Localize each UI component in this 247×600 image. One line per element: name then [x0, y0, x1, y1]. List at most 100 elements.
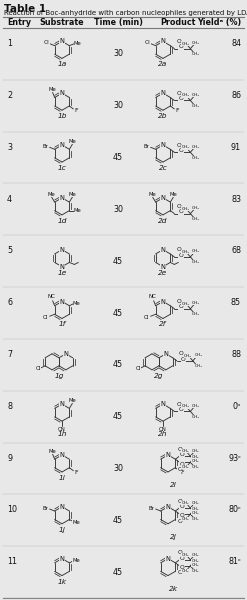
Text: CH₃: CH₃	[192, 511, 199, 515]
Text: NC: NC	[48, 294, 56, 299]
Text: 1h: 1h	[57, 431, 67, 437]
Text: 1d: 1d	[57, 218, 67, 224]
Text: N: N	[60, 38, 64, 44]
Text: Me: Me	[169, 191, 177, 197]
Text: 3: 3	[7, 143, 12, 152]
Text: 84: 84	[231, 39, 241, 48]
Text: 1b: 1b	[57, 113, 67, 119]
Text: Reaction of Boc-anhydride with carbon nucleophiles generated by LDA via Scheme 1: Reaction of Boc-anhydride with carbon nu…	[4, 10, 247, 16]
Text: 2i: 2i	[170, 482, 176, 488]
Text: O: O	[179, 407, 183, 412]
Text: CH₃: CH₃	[192, 93, 200, 97]
Text: Table 1: Table 1	[4, 4, 46, 14]
Text: N: N	[165, 556, 170, 562]
Text: CH₃: CH₃	[182, 517, 189, 521]
Text: 30: 30	[113, 464, 123, 473]
Text: 45: 45	[113, 568, 123, 577]
Text: F: F	[175, 108, 179, 113]
Text: Cl: Cl	[36, 367, 41, 371]
Text: Me: Me	[149, 191, 157, 197]
Text: CH₃: CH₃	[182, 449, 189, 453]
Text: O: O	[180, 504, 184, 509]
Text: 5: 5	[7, 247, 12, 256]
Text: Br: Br	[149, 506, 155, 511]
Text: 9: 9	[7, 454, 12, 463]
Text: O: O	[176, 299, 181, 304]
Text: 6: 6	[7, 298, 12, 307]
Text: O: O	[180, 565, 184, 570]
Text: CH₃: CH₃	[192, 206, 200, 210]
Text: O: O	[180, 556, 184, 560]
Text: N: N	[161, 142, 165, 148]
Text: N: N	[60, 142, 64, 148]
Text: CH₃: CH₃	[192, 501, 199, 505]
Text: Me: Me	[72, 559, 80, 563]
Text: CH₃: CH₃	[194, 364, 202, 368]
Text: CH₃: CH₃	[192, 260, 200, 265]
Text: 2a: 2a	[158, 61, 168, 67]
Text: 2h: 2h	[158, 431, 168, 437]
Text: CN: CN	[58, 427, 66, 432]
Text: 83: 83	[231, 194, 241, 203]
Text: O: O	[181, 356, 186, 362]
Text: Br: Br	[144, 144, 150, 149]
Text: N: N	[161, 298, 165, 304]
Text: Me: Me	[73, 301, 81, 306]
Text: O: O	[179, 44, 183, 49]
Text: N: N	[63, 351, 68, 357]
Text: Me: Me	[68, 398, 76, 403]
Text: CH₃: CH₃	[192, 553, 199, 557]
Text: Me: Me	[68, 191, 76, 197]
Text: CH₃: CH₃	[181, 250, 189, 254]
Text: 80ᶜ: 80ᶜ	[228, 505, 241, 514]
Text: N: N	[60, 90, 64, 96]
Text: Substrate: Substrate	[40, 18, 84, 27]
Text: N: N	[60, 298, 64, 304]
Text: CH₃: CH₃	[181, 94, 189, 97]
Text: CH₃: CH₃	[181, 404, 189, 409]
Text: CH₃: CH₃	[192, 563, 199, 567]
Text: O: O	[180, 461, 184, 467]
Text: 2e: 2e	[158, 269, 168, 275]
Text: N: N	[165, 504, 170, 510]
Text: CH₃: CH₃	[192, 404, 200, 408]
Text: F: F	[75, 470, 78, 475]
Text: N: N	[161, 263, 165, 269]
Text: CN: CN	[159, 427, 167, 432]
Text: 45: 45	[113, 412, 123, 421]
Text: N: N	[161, 401, 165, 407]
Text: O: O	[176, 204, 181, 209]
Text: 2g: 2g	[154, 373, 164, 379]
Text: 81ᶜ: 81ᶜ	[228, 557, 241, 566]
Text: CH₃: CH₃	[184, 354, 192, 358]
Text: 86: 86	[231, 91, 241, 100]
Text: 1: 1	[7, 39, 12, 48]
Text: CH₃: CH₃	[192, 52, 200, 56]
Text: Product: Product	[160, 18, 196, 27]
Text: 30: 30	[113, 205, 123, 214]
Text: 2b: 2b	[158, 113, 168, 119]
Text: Me: Me	[74, 208, 82, 213]
Text: CH₃: CH₃	[192, 104, 200, 108]
Text: CH₃: CH₃	[194, 353, 202, 358]
Text: 45: 45	[113, 361, 123, 370]
Text: 2f: 2f	[159, 322, 167, 328]
Text: 1f: 1f	[58, 322, 66, 328]
Text: CH₃: CH₃	[192, 156, 200, 160]
Text: O: O	[179, 352, 184, 356]
Text: Me: Me	[49, 449, 57, 454]
Text: CH₃: CH₃	[192, 559, 199, 563]
Text: Me: Me	[49, 87, 57, 92]
Text: CH₃: CH₃	[192, 517, 199, 521]
Text: 2d: 2d	[158, 218, 168, 224]
Text: O: O	[177, 447, 182, 452]
Text: Cl: Cl	[43, 315, 48, 320]
Text: Cl: Cl	[145, 40, 150, 45]
Text: 1k: 1k	[58, 578, 66, 584]
Text: 1a: 1a	[57, 61, 67, 67]
Text: CH₃: CH₃	[192, 301, 200, 305]
Text: Yieldᵃ (%): Yieldᵃ (%)	[197, 18, 241, 27]
Text: N: N	[60, 504, 64, 510]
Text: NC: NC	[149, 294, 157, 299]
Text: N: N	[165, 452, 170, 458]
